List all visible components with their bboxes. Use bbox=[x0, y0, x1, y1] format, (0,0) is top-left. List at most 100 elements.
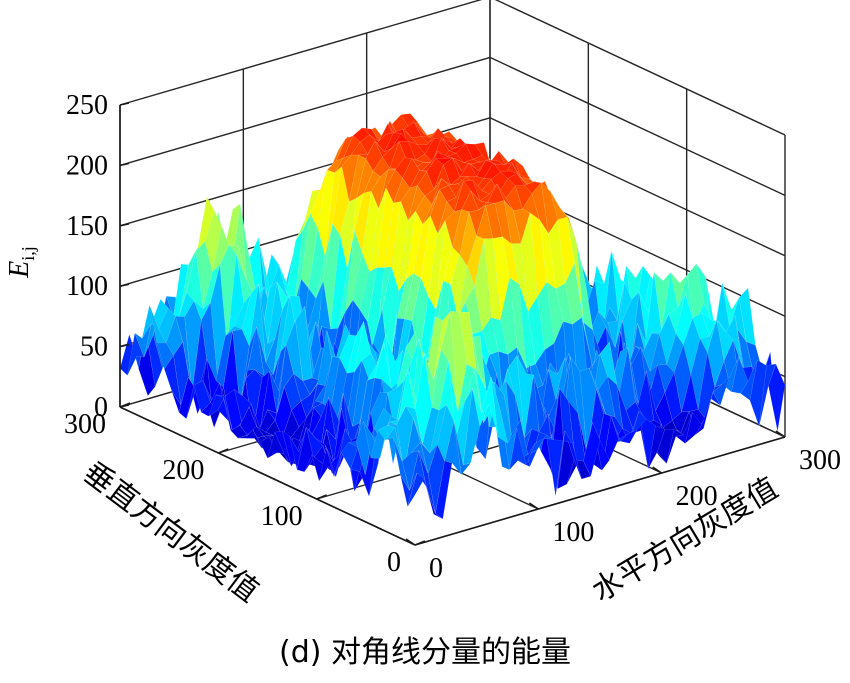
surface-cell bbox=[466, 235, 484, 287]
z-tick-mark bbox=[119, 283, 130, 287]
surface-cell bbox=[134, 323, 152, 358]
surface-cell bbox=[267, 431, 285, 459]
surface-cell bbox=[483, 162, 501, 180]
surface-cell bbox=[365, 140, 383, 172]
surface-cell bbox=[230, 425, 248, 439]
surface-cell bbox=[435, 460, 453, 520]
x-tick-label: 100 bbox=[552, 517, 594, 548]
surface-cell bbox=[504, 158, 522, 178]
surface-cell bbox=[420, 128, 439, 144]
surface-cell bbox=[499, 409, 517, 470]
surface-cell bbox=[352, 127, 370, 142]
surface-cell bbox=[515, 185, 533, 210]
surface-cell bbox=[573, 459, 592, 480]
surface-cell bbox=[620, 429, 638, 444]
surface-cell bbox=[379, 421, 397, 459]
surface-cell bbox=[459, 312, 477, 370]
surface-cell bbox=[395, 157, 413, 179]
surface-cell bbox=[479, 183, 497, 203]
surface-cell bbox=[437, 404, 455, 462]
surface-cell bbox=[672, 411, 690, 437]
x-tick-mark bbox=[405, 538, 416, 546]
surface-cell bbox=[559, 207, 577, 242]
surface-cell bbox=[315, 356, 333, 404]
surface-cell bbox=[401, 450, 420, 491]
surface-cell bbox=[491, 171, 509, 194]
surface-cell bbox=[374, 141, 392, 158]
surface-mesh bbox=[119, 113, 786, 520]
z-tick-mark bbox=[119, 343, 130, 348]
surface-cell bbox=[269, 343, 287, 414]
surface-cell bbox=[435, 157, 453, 165]
figure-caption: (d) 对角线分量的能量 bbox=[279, 635, 571, 670]
surface-cell bbox=[470, 190, 488, 211]
surface-cell bbox=[258, 284, 276, 363]
surface-cell bbox=[323, 223, 341, 330]
surface-cell bbox=[414, 353, 432, 444]
surface-cell bbox=[443, 138, 461, 149]
y-tick-label: 200 bbox=[162, 455, 204, 486]
surface-cell bbox=[186, 250, 204, 310]
surface-cell bbox=[385, 169, 403, 204]
surface-cell bbox=[579, 367, 597, 455]
surface-cell bbox=[256, 426, 274, 437]
surface-cell bbox=[490, 377, 508, 444]
surface-cell bbox=[509, 427, 527, 471]
surface-cell bbox=[503, 199, 521, 244]
surface-cell bbox=[420, 215, 438, 297]
surface-cell bbox=[341, 154, 359, 202]
surface-cell bbox=[511, 243, 529, 312]
surface-cell bbox=[427, 444, 445, 514]
surface-cell bbox=[417, 171, 435, 197]
surface-cell bbox=[472, 180, 490, 202]
surface-cell bbox=[295, 306, 313, 381]
surface-cell bbox=[202, 264, 221, 310]
surface-cell bbox=[274, 386, 292, 438]
x-axis-line bbox=[414, 436, 786, 546]
z-tick-label: 250 bbox=[66, 90, 108, 121]
z-tick-label: 50 bbox=[80, 332, 108, 363]
surface-cell bbox=[725, 315, 743, 368]
surface-cell bbox=[657, 429, 675, 464]
surface-cell bbox=[712, 376, 730, 406]
y-tick-label: 100 bbox=[261, 501, 303, 532]
surface-cell bbox=[424, 137, 442, 163]
surface-cell bbox=[722, 282, 740, 328]
surface-cell bbox=[369, 187, 387, 272]
surface-cell bbox=[348, 154, 366, 202]
surface-cell bbox=[474, 238, 492, 332]
surface-cell bbox=[424, 178, 442, 206]
surface-cell bbox=[178, 376, 196, 420]
surface-cell bbox=[371, 169, 389, 210]
surface-cell bbox=[426, 158, 444, 190]
surface-cell bbox=[446, 153, 464, 163]
surface-cell bbox=[690, 338, 708, 410]
surface-cell bbox=[583, 421, 601, 477]
surface-cell bbox=[675, 412, 693, 444]
surface-cell bbox=[175, 316, 193, 393]
surface-cell bbox=[354, 191, 372, 253]
surface-cell bbox=[529, 212, 547, 298]
surface-cell bbox=[502, 236, 520, 285]
surface-cell bbox=[302, 377, 320, 396]
surface-cell bbox=[274, 431, 292, 467]
surface-cell bbox=[598, 376, 616, 418]
surface-cell bbox=[119, 333, 137, 376]
surface-cell bbox=[731, 356, 749, 394]
surface-cell bbox=[450, 254, 468, 319]
gridline-z-right bbox=[494, 0, 786, 136]
surface-cell bbox=[420, 442, 438, 475]
surface-cell bbox=[607, 282, 625, 348]
surface-cell bbox=[339, 198, 357, 269]
surface-cell bbox=[408, 141, 426, 161]
surface-cell bbox=[694, 398, 712, 436]
surface-cell bbox=[738, 287, 756, 346]
surface-cell bbox=[462, 388, 480, 466]
x-tick-mark bbox=[652, 466, 663, 474]
surface-cell bbox=[317, 169, 335, 257]
z-axis-label-sub: i,j bbox=[18, 246, 38, 261]
surface-cell bbox=[439, 184, 457, 202]
surface-cell bbox=[400, 185, 418, 222]
